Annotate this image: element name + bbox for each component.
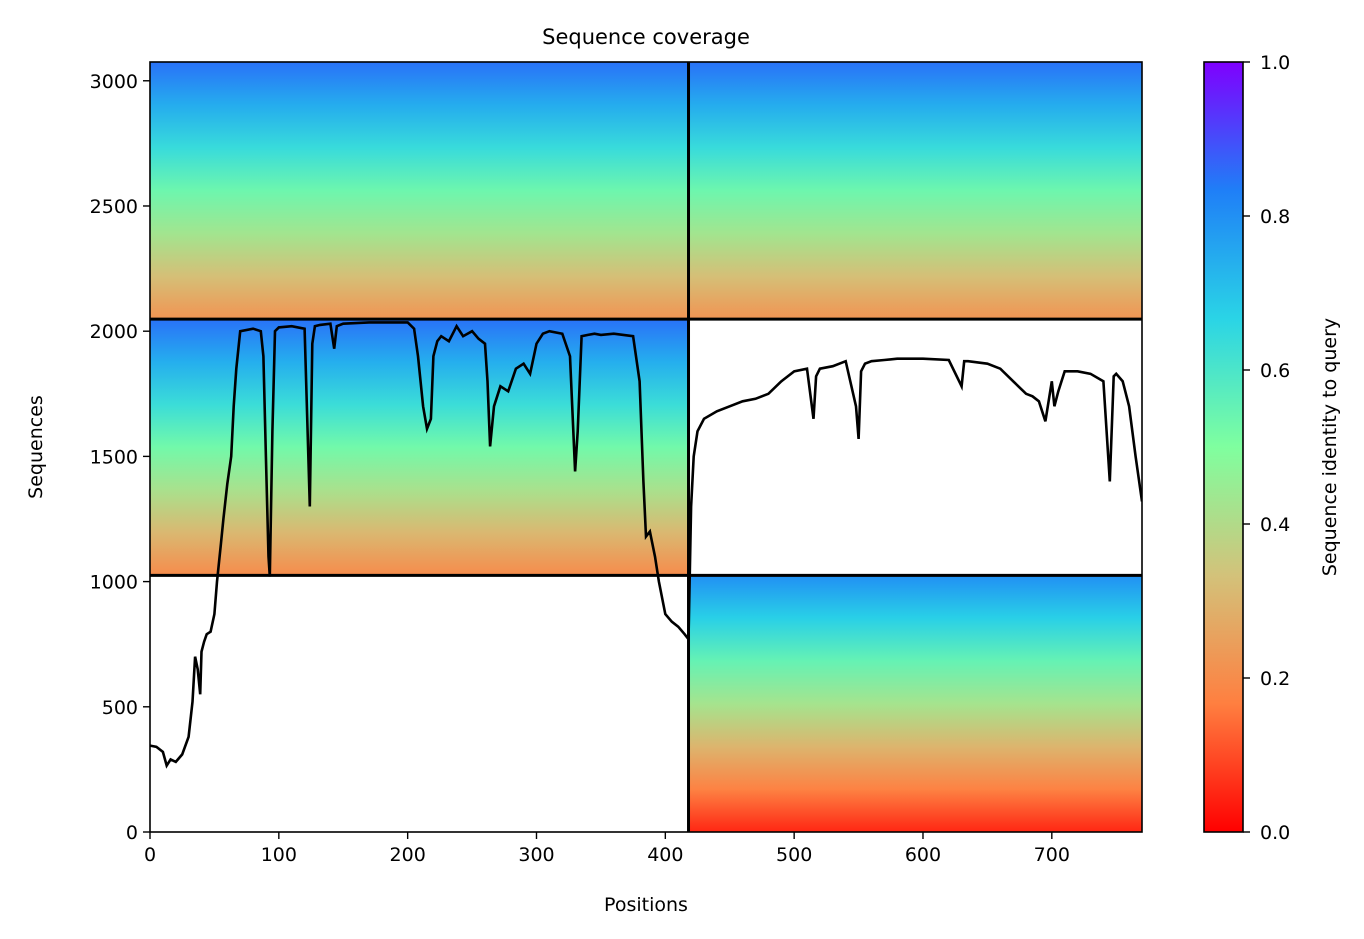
alignment-block <box>688 62 1142 320</box>
colorbar-tick-label: 0.2 <box>1260 668 1290 690</box>
x-tick-label: 0 <box>144 844 156 866</box>
colorbar-tick-label: 0.4 <box>1260 514 1290 536</box>
y-tick-label: 0 <box>126 822 138 844</box>
colorbar-tick-label: 0.6 <box>1260 360 1290 382</box>
x-tick-label: 600 <box>905 844 941 866</box>
colorbar-gradient <box>1203 61 1244 833</box>
y-tick-label: 1000 <box>90 572 138 594</box>
x-axis-label: Positions <box>604 894 688 916</box>
y-tick-label: 2000 <box>90 321 138 343</box>
colorbar-label: Sequence identity to query <box>1319 318 1341 576</box>
y-axis: 0 500 1000 1500 2000 2500 3000 <box>90 71 150 844</box>
y-tick-label: 3000 <box>90 71 138 93</box>
colorbar: 0.0 0.2 0.4 0.6 0.8 1.0 Sequence identity to … <box>1203 52 1341 844</box>
x-tick-label: 100 <box>261 844 297 866</box>
colorbar-tick-label: 0.0 <box>1260 822 1290 844</box>
colorbar-tick-label: 1.0 <box>1260 52 1290 74</box>
x-tick-label: 500 <box>776 844 812 866</box>
y-tick-label: 1500 <box>90 446 138 468</box>
coverage-line <box>150 321 1142 769</box>
x-tick-label: 200 <box>390 844 426 866</box>
y-axis-label: Sequences <box>25 395 47 499</box>
x-tick-label: 700 <box>1034 844 1070 866</box>
plot-frame <box>149 61 1143 833</box>
x-tick-label: 400 <box>647 844 683 866</box>
y-tick-label: 500 <box>102 697 138 719</box>
x-axis: 0 100 200 300 400 500 600 700 <box>144 832 1070 866</box>
y-tick-label: 2500 <box>90 196 138 218</box>
alignment-block <box>688 575 1142 832</box>
chart-title: Sequence coverage <box>542 25 750 49</box>
plot-area <box>149 61 1143 833</box>
colorbar-tick-label: 0.8 <box>1260 206 1290 228</box>
alignment-block <box>150 62 689 320</box>
x-tick-label: 300 <box>518 844 554 866</box>
